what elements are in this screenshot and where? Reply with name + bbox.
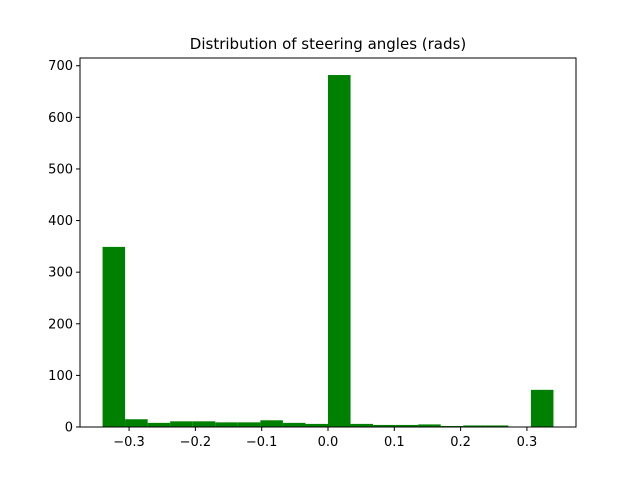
histogram-bar [282, 422, 306, 427]
histogram-bar [305, 423, 328, 427]
x-tick-label: 0.1 [384, 435, 405, 450]
histogram-bar [440, 425, 464, 427]
histogram-bar [192, 421, 216, 427]
plot-frame [79, 57, 577, 428]
chart-title: Distribution of steering angles (rads) [190, 35, 466, 53]
y-tick-label: 600 [48, 111, 73, 126]
histogram-bar [170, 421, 193, 427]
histogram-bar [328, 75, 351, 427]
histogram-bar [147, 422, 171, 427]
y-tick-label: 500 [48, 162, 73, 177]
histogram-bar [125, 419, 148, 427]
histogram-bar [260, 420, 283, 427]
x-tick-label: −0.2 [180, 435, 212, 450]
y-tick-label: 400 [48, 214, 73, 229]
histogram-bar [373, 424, 396, 427]
x-axis: −0.3 −0.2 −0.1 0.0 0.1 0.2 0.3 [113, 427, 537, 450]
histogram-bar [215, 422, 238, 427]
histogram-bar [102, 246, 126, 427]
y-tick-label: 300 [48, 266, 73, 281]
y-tick-label: 200 [48, 317, 73, 332]
histogram-bar [463, 425, 486, 427]
x-tick-label: 0.2 [450, 435, 471, 450]
x-tick-label: 0.3 [517, 435, 538, 450]
y-tick-label: 0 [65, 421, 73, 436]
x-tick-label: −0.3 [113, 435, 145, 450]
bars-group [102, 75, 554, 427]
y-tick-label: 100 [48, 369, 73, 384]
histogram-bar [418, 424, 441, 427]
histogram-bar [350, 423, 374, 427]
y-axis: 0 100 200 300 400 500 600 700 [48, 59, 80, 436]
x-tick-label: −0.1 [246, 435, 278, 450]
histogram-bar [485, 425, 509, 427]
histogram-bar [237, 422, 261, 427]
x-tick-label: 0.0 [318, 435, 339, 450]
histogram-bar [530, 389, 554, 427]
y-tick-label: 700 [48, 59, 73, 74]
histogram-bar [395, 424, 419, 427]
